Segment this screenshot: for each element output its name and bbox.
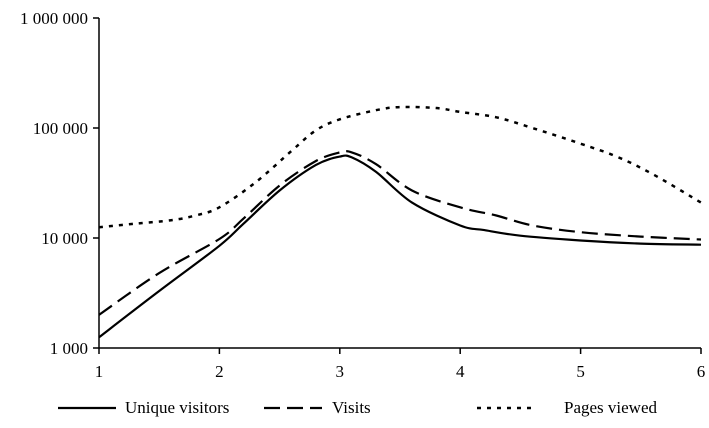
legend-label-pages-viewed: Pages viewed	[564, 398, 658, 417]
chart-axes: 1 000 10 000 100 000 1 000 000 1 2 3 4 5 6	[20, 9, 705, 381]
x-tick-label: 5	[576, 362, 585, 381]
y-tick-label: 1 000	[50, 339, 88, 358]
series-line-visits	[98, 150, 702, 316]
y-tick-label: 1 000 000	[20, 9, 88, 28]
x-tick-label: 3	[336, 362, 345, 381]
x-tick-label: 6	[697, 362, 706, 381]
y-tick-label: 10 000	[41, 229, 88, 248]
chart-legend: Unique visitors Visits Pages viewed	[58, 398, 658, 417]
x-tick-label: 1	[95, 362, 104, 381]
x-tick-label: 4	[456, 362, 465, 381]
series-line-pages-viewed	[98, 105, 702, 229]
chart-series	[98, 105, 702, 339]
y-tick-label: 100 000	[33, 119, 88, 138]
legend-label-visits: Visits	[332, 398, 371, 417]
legend-label-unique-visitors: Unique visitors	[125, 398, 229, 417]
series-line-unique-visitors	[98, 154, 702, 339]
x-tick-label: 2	[215, 362, 224, 381]
